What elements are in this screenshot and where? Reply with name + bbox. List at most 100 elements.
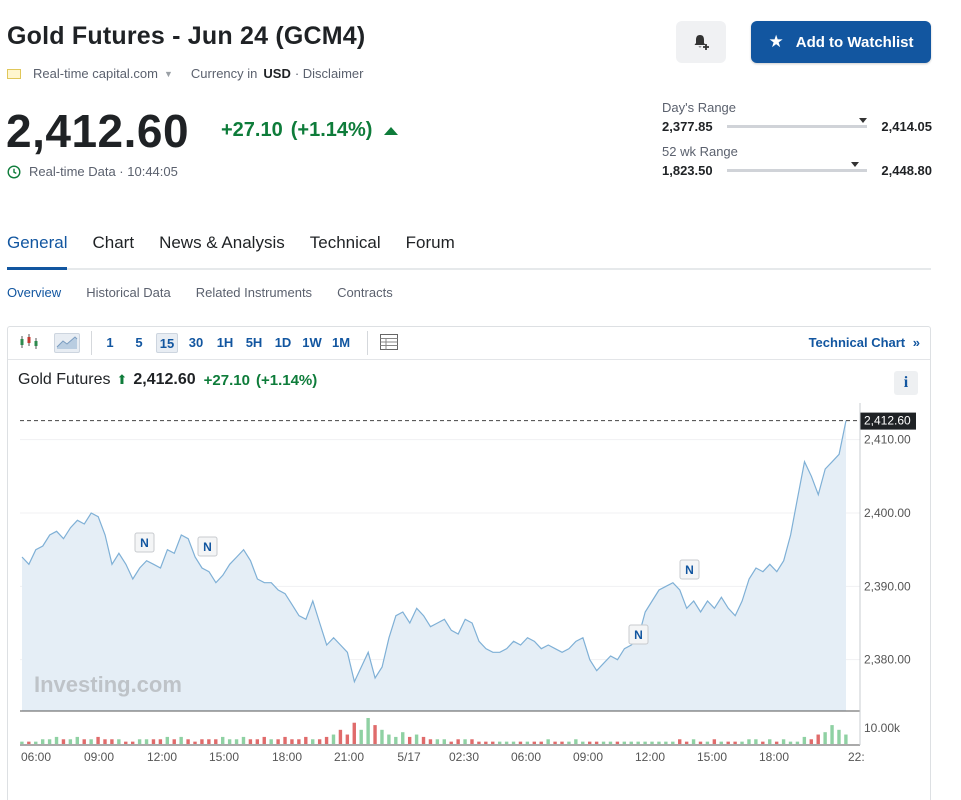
clock-icon (7, 164, 21, 179)
interval-1h[interactable]: 1H (216, 335, 234, 350)
volume-bar (20, 741, 24, 744)
volume-bar (186, 739, 190, 744)
volume-bar (816, 734, 820, 744)
info-icon[interactable]: i (894, 371, 918, 395)
volume-bar (691, 739, 696, 744)
disclaimer-link[interactable]: · Disclaimer (294, 66, 364, 81)
volume-bar (830, 725, 834, 744)
volume-bar (657, 741, 661, 744)
volume-bar (539, 741, 543, 744)
news-marker[interactable]: N (134, 532, 155, 553)
volume-bar (664, 741, 668, 744)
volume-bar (470, 739, 474, 744)
tab-forum[interactable]: Forum (405, 233, 455, 252)
interval-1d[interactable]: 1D (274, 335, 292, 350)
volume-bar (636, 741, 640, 744)
x-tick-label: 22: (848, 750, 865, 764)
x-tick-label: 15:00 (209, 750, 239, 764)
volume-bar (414, 734, 419, 744)
subtab-overview[interactable]: Overview (7, 285, 62, 300)
tab-news-analysis[interactable]: News & Analysis (159, 233, 285, 252)
y-tick-label: 2,400.00 (864, 506, 911, 520)
volume-bar (442, 739, 446, 744)
realtime-status: Real-time Data · 10:44:05 (7, 164, 178, 179)
table-icon[interactable] (378, 333, 400, 353)
candlestick-icon[interactable] (18, 333, 40, 353)
news-marker[interactable]: N (197, 536, 218, 557)
volume-bar (712, 739, 717, 744)
data-source[interactable]: Real-time capital.com (33, 66, 158, 81)
interval-1[interactable]: 1 (106, 335, 114, 350)
interval-5[interactable]: 5 (135, 335, 143, 350)
x-tick-label: 5/17 (397, 750, 421, 764)
volume-bar (546, 739, 550, 744)
price-chart[interactable]: Investing.com 2,412.60 2,380.00 2,390.00 2… (8, 403, 930, 800)
volume-bar (698, 741, 703, 744)
volume-bar (248, 739, 253, 744)
tab-technical[interactable]: Technical (309, 233, 381, 252)
news-marker[interactable]: N (679, 559, 700, 580)
day-low: 2,377.85 (662, 119, 713, 134)
y-tick-label: 2,380.00 (864, 653, 911, 667)
volume-bar (283, 736, 287, 744)
volume-bar (581, 741, 585, 744)
volume-bar (96, 736, 100, 744)
volume-bar (130, 741, 135, 744)
last-price-text: 2,412.60 (864, 414, 911, 428)
price-line (21, 420, 847, 684)
volume-bar (449, 741, 453, 744)
subtab-contracts[interactable]: Contracts (337, 285, 393, 300)
volume-bar (768, 739, 772, 744)
add-to-watchlist-button[interactable]: ★ Add to Watchlist (751, 21, 931, 63)
volume-bar (40, 739, 45, 744)
volume-bar (387, 734, 391, 744)
interval-1w[interactable]: 1W (302, 335, 322, 350)
toolbar-divider (91, 331, 92, 355)
volume-bar (61, 739, 66, 744)
flag-icon (7, 68, 21, 79)
interval-5h[interactable]: 5H (245, 335, 263, 350)
volume-bar (733, 741, 737, 744)
volume-bar (601, 741, 606, 744)
volume-bar (781, 739, 786, 744)
volume-bar (615, 741, 620, 744)
price-area (22, 420, 846, 711)
chart-instrument-name: Gold Futures (18, 371, 111, 388)
x-tick-label: 12:00 (635, 750, 665, 764)
news-marker[interactable]: N (628, 624, 649, 645)
volume-bar (837, 729, 841, 744)
volume-bar (200, 739, 204, 744)
alert-button[interactable] (676, 21, 726, 63)
currency-label: Currency in (190, 66, 258, 81)
area-chart-icon[interactable] (54, 333, 80, 353)
interval-15[interactable]: 15 (156, 333, 178, 353)
subtab-historical-data[interactable]: Historical Data (86, 285, 171, 300)
volume-bar (484, 741, 488, 744)
interval-30[interactable]: 30 (188, 335, 204, 350)
volume-bar (788, 741, 793, 744)
subtab-related-instruments[interactable]: Related Instruments (195, 285, 313, 300)
interval-1m[interactable]: 1M (331, 335, 351, 350)
volume-bar (89, 739, 93, 744)
change-percent: (+1.14%) (290, 119, 373, 141)
source-row: Real-time capital.com ▼ Currency in USD … (7, 66, 363, 81)
volume-bar (774, 741, 779, 744)
tab-chart[interactable]: Chart (92, 233, 135, 252)
volume-bar (317, 739, 322, 744)
volume-bar (54, 736, 59, 744)
news-marker-label: N (634, 628, 643, 642)
realtime-label: Real-time Data · 10:44:05 (29, 164, 178, 179)
volume-bar (684, 741, 689, 744)
chevron-down-icon[interactable]: ▼ (164, 68, 173, 79)
volume-bar (726, 741, 730, 744)
x-tick-label: 21:00 (334, 750, 364, 764)
volume-bar (179, 736, 183, 744)
price-ranges: Day's Range 2,377.85 2,414.05 52 wk Rang… (662, 100, 932, 178)
tab-general[interactable]: General (7, 231, 68, 270)
volume-bar (311, 739, 315, 744)
technical-chart-link[interactable]: Technical Chart » (809, 335, 920, 350)
volume-bar (82, 739, 86, 744)
up-arrow-icon (384, 126, 399, 135)
volume-bar (172, 739, 176, 744)
volume-bar (297, 739, 301, 744)
